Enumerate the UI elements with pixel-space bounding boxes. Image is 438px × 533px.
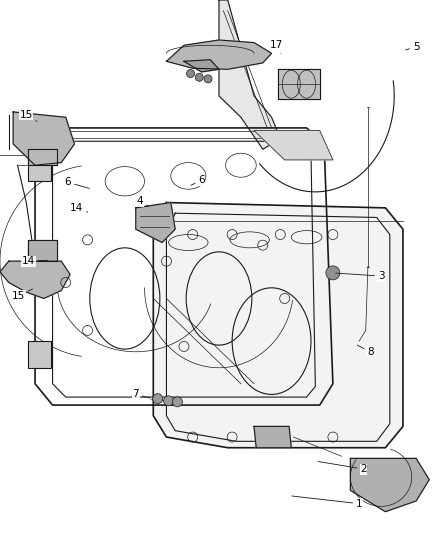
Text: 7: 7 — [132, 390, 151, 399]
Text: 1: 1 — [292, 496, 363, 508]
Text: 2: 2 — [318, 462, 367, 474]
Text: 8: 8 — [357, 345, 374, 357]
Circle shape — [195, 73, 203, 82]
Text: 6: 6 — [191, 175, 205, 185]
Polygon shape — [166, 40, 272, 69]
Text: 14: 14 — [70, 203, 88, 213]
Polygon shape — [254, 131, 333, 160]
Text: 14: 14 — [22, 256, 48, 266]
Polygon shape — [278, 69, 320, 99]
Polygon shape — [254, 426, 291, 448]
Circle shape — [164, 396, 173, 406]
Text: 3: 3 — [336, 271, 385, 281]
Polygon shape — [13, 112, 74, 165]
Polygon shape — [184, 60, 219, 72]
Circle shape — [326, 266, 340, 280]
Polygon shape — [0, 261, 70, 298]
Text: 15: 15 — [20, 110, 37, 122]
Bar — [28, 245, 51, 272]
Text: 15: 15 — [12, 289, 32, 301]
Circle shape — [204, 75, 212, 83]
Text: 5: 5 — [406, 42, 420, 52]
Text: 6: 6 — [64, 177, 89, 189]
Circle shape — [187, 69, 194, 78]
Polygon shape — [219, 0, 280, 149]
Circle shape — [153, 394, 162, 403]
Polygon shape — [28, 240, 57, 261]
Circle shape — [173, 397, 182, 407]
Polygon shape — [28, 149, 57, 165]
Bar — [28, 155, 51, 181]
Text: 17: 17 — [269, 41, 283, 53]
Bar — [28, 341, 51, 368]
Polygon shape — [153, 203, 403, 448]
Polygon shape — [350, 458, 429, 512]
Polygon shape — [136, 203, 175, 243]
Text: 4: 4 — [137, 197, 149, 206]
